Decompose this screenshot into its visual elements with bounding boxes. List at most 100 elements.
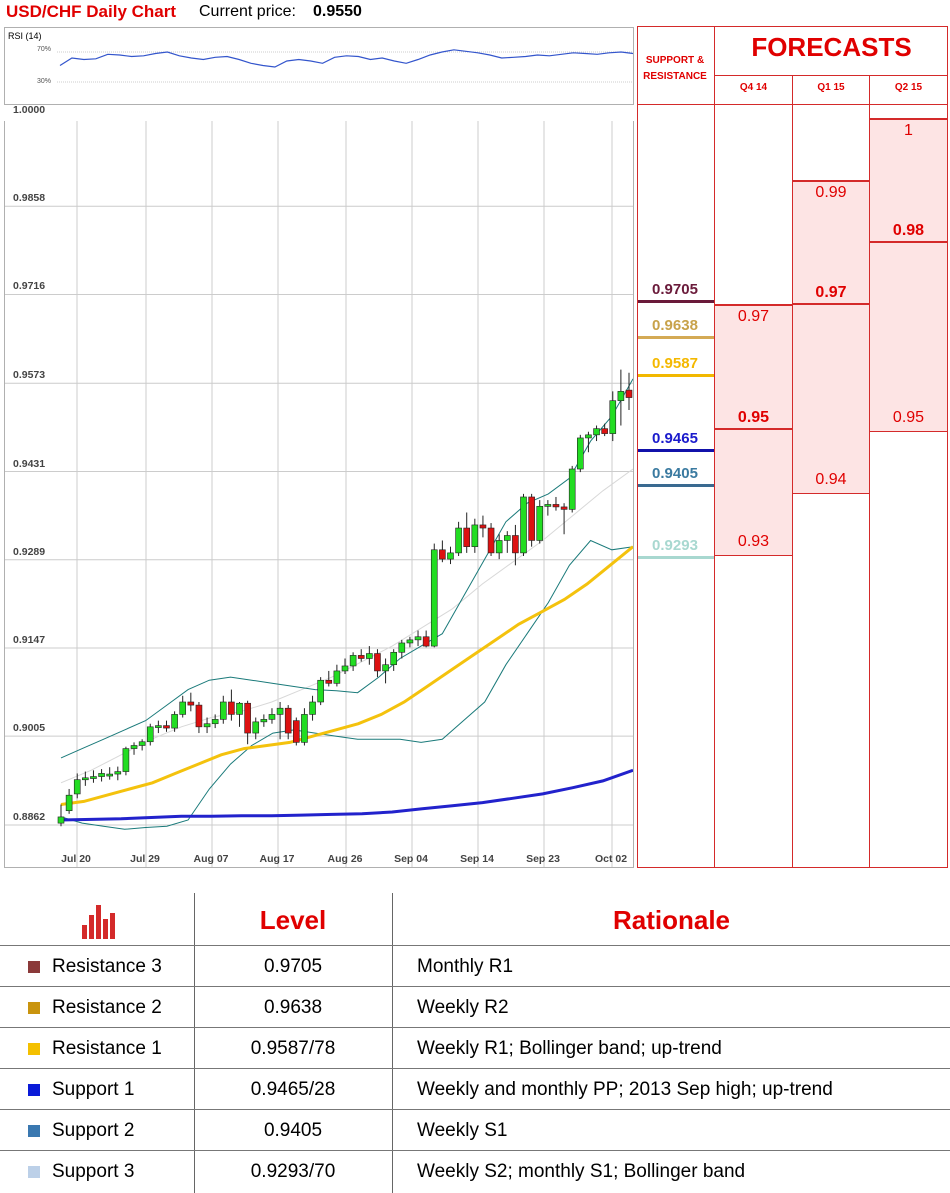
candle-body — [244, 702, 251, 734]
candle-body — [163, 725, 170, 729]
level-name: Support 1 — [52, 1079, 135, 1100]
table-col-divider-1 — [194, 893, 195, 1193]
sr-level-line — [638, 373, 714, 377]
x-tick-label: Aug 26 — [327, 853, 363, 865]
candle-body — [82, 777, 89, 781]
x-tick-label: Oct 02 — [594, 853, 628, 865]
table-row: Resistance 1 0.9587/78 Weekly R1; Bollinge… — [0, 1027, 950, 1069]
candle-body — [333, 670, 341, 684]
candle-body — [106, 773, 113, 777]
y-tick-label: 1.0000 — [13, 104, 46, 116]
panel-divider-2 — [792, 75, 793, 868]
forecasts-header: FORECASTS — [751, 32, 912, 62]
sr-level-line — [638, 449, 714, 453]
candle-body — [479, 524, 487, 529]
level-rationale: Weekly R2 — [417, 997, 509, 1018]
ma-yellow-line — [60, 545, 633, 806]
sr-level-value: 0.9465 — [652, 430, 698, 448]
candle-body — [585, 434, 592, 439]
sr-level-line — [638, 300, 714, 304]
quarter-q2-15: Q2 15 — [894, 82, 923, 93]
candle-body — [560, 506, 568, 510]
panel-border-left — [637, 26, 638, 868]
candle-body — [601, 428, 608, 434]
candle-body — [203, 723, 211, 728]
forecast-mid-line — [715, 427, 792, 430]
sr-level-value: 0.9293 — [652, 537, 698, 555]
forecast-low-value: 0.94 — [815, 470, 847, 488]
sr-level-value: 0.9405 — [652, 464, 698, 482]
table-row: Support 1 0.9465/28 Weekly and monthly PP;… — [0, 1068, 950, 1110]
y-tick-label: 0.9431 — [13, 457, 46, 470]
candle-body — [98, 773, 105, 777]
y-tick-label: 0.9005 — [13, 722, 46, 735]
forecast-mid-line — [870, 241, 947, 244]
candle-body — [568, 468, 576, 510]
candle-body — [146, 726, 154, 743]
candle-body — [503, 535, 511, 541]
price-chart-area — [4, 121, 634, 868]
candle-body — [471, 524, 479, 547]
level-value: 0.9638 — [263, 997, 323, 1018]
bollinger-lower-line — [60, 539, 633, 830]
candle-body — [430, 549, 438, 647]
sr-level-value: 0.9587 — [652, 354, 698, 372]
candle-body — [179, 701, 187, 715]
rsi-level-70: 70% — [37, 46, 52, 53]
forecast-high-value: 1 — [904, 122, 913, 139]
level-color-swatch — [28, 1084, 40, 1096]
panel-divider-3 — [869, 75, 870, 868]
candle-body — [455, 527, 462, 554]
candle-body — [195, 704, 203, 728]
y-tick-label: 0.9573 — [13, 369, 46, 382]
candle-body — [309, 701, 316, 715]
quarter-q1-15: Q1 15 — [817, 82, 845, 93]
x-tick-label: Sep 14 — [460, 853, 494, 865]
table-row: Resistance 3 0.9705 Monthly R1 — [0, 945, 950, 987]
forecast-low-value: 0.95 — [892, 408, 925, 426]
current-price-value: 0.9550 — [313, 3, 362, 20]
candle-body — [439, 549, 446, 560]
candle-body — [155, 725, 162, 728]
candle-body — [398, 642, 406, 653]
candle-body — [301, 714, 308, 743]
candle-body — [276, 707, 284, 715]
x-tick-label: Jul 29 — [130, 853, 160, 865]
table-row: Resistance 2 0.9638 Weekly R2 — [0, 986, 950, 1028]
candle-body — [341, 665, 349, 672]
candle-body — [625, 389, 633, 398]
candle-body — [57, 816, 65, 824]
y-tick-label: 0.9716 — [13, 280, 46, 293]
candle-body — [366, 653, 373, 659]
rsi-plot — [57, 49, 633, 83]
candle-body — [520, 496, 527, 554]
x-tick-label: Sep 04 — [394, 853, 428, 865]
candle-body — [293, 720, 300, 743]
level-name: Resistance 2 — [52, 997, 162, 1018]
forecast-range-box — [870, 118, 947, 432]
table-row: Support 3 0.9293/70 Weekly S2; monthly S1;… — [0, 1150, 950, 1192]
level-color-swatch — [28, 1043, 40, 1055]
ma-blue-line — [60, 768, 633, 822]
level-name: Support 3 — [52, 1161, 135, 1182]
candle-body — [536, 505, 544, 541]
candle-body — [187, 701, 195, 706]
bollinger-upper-line — [60, 378, 633, 759]
panel-divider-1 — [714, 26, 715, 868]
level-rationale: Weekly S2; monthly S1; Bollinger band — [417, 1161, 746, 1182]
candle-body — [593, 428, 600, 436]
level-name: Support 2 — [52, 1120, 135, 1141]
forecast-range-box — [715, 304, 792, 556]
candle-body — [228, 701, 235, 715]
table-header-level: Level — [259, 905, 327, 935]
level-color-swatch — [28, 1002, 40, 1014]
candle-body — [447, 552, 454, 560]
candle-body — [422, 636, 430, 647]
level-color-swatch — [28, 1125, 40, 1137]
forecast-range-box — [793, 180, 869, 494]
candle-body — [487, 527, 495, 554]
forecast-high-value: 0.99 — [815, 184, 847, 202]
level-rationale: Weekly R1; Bollinger band; up-trend — [417, 1038, 722, 1059]
rsi-label: RSI (14) — [8, 31, 42, 41]
candle-body — [122, 748, 130, 772]
